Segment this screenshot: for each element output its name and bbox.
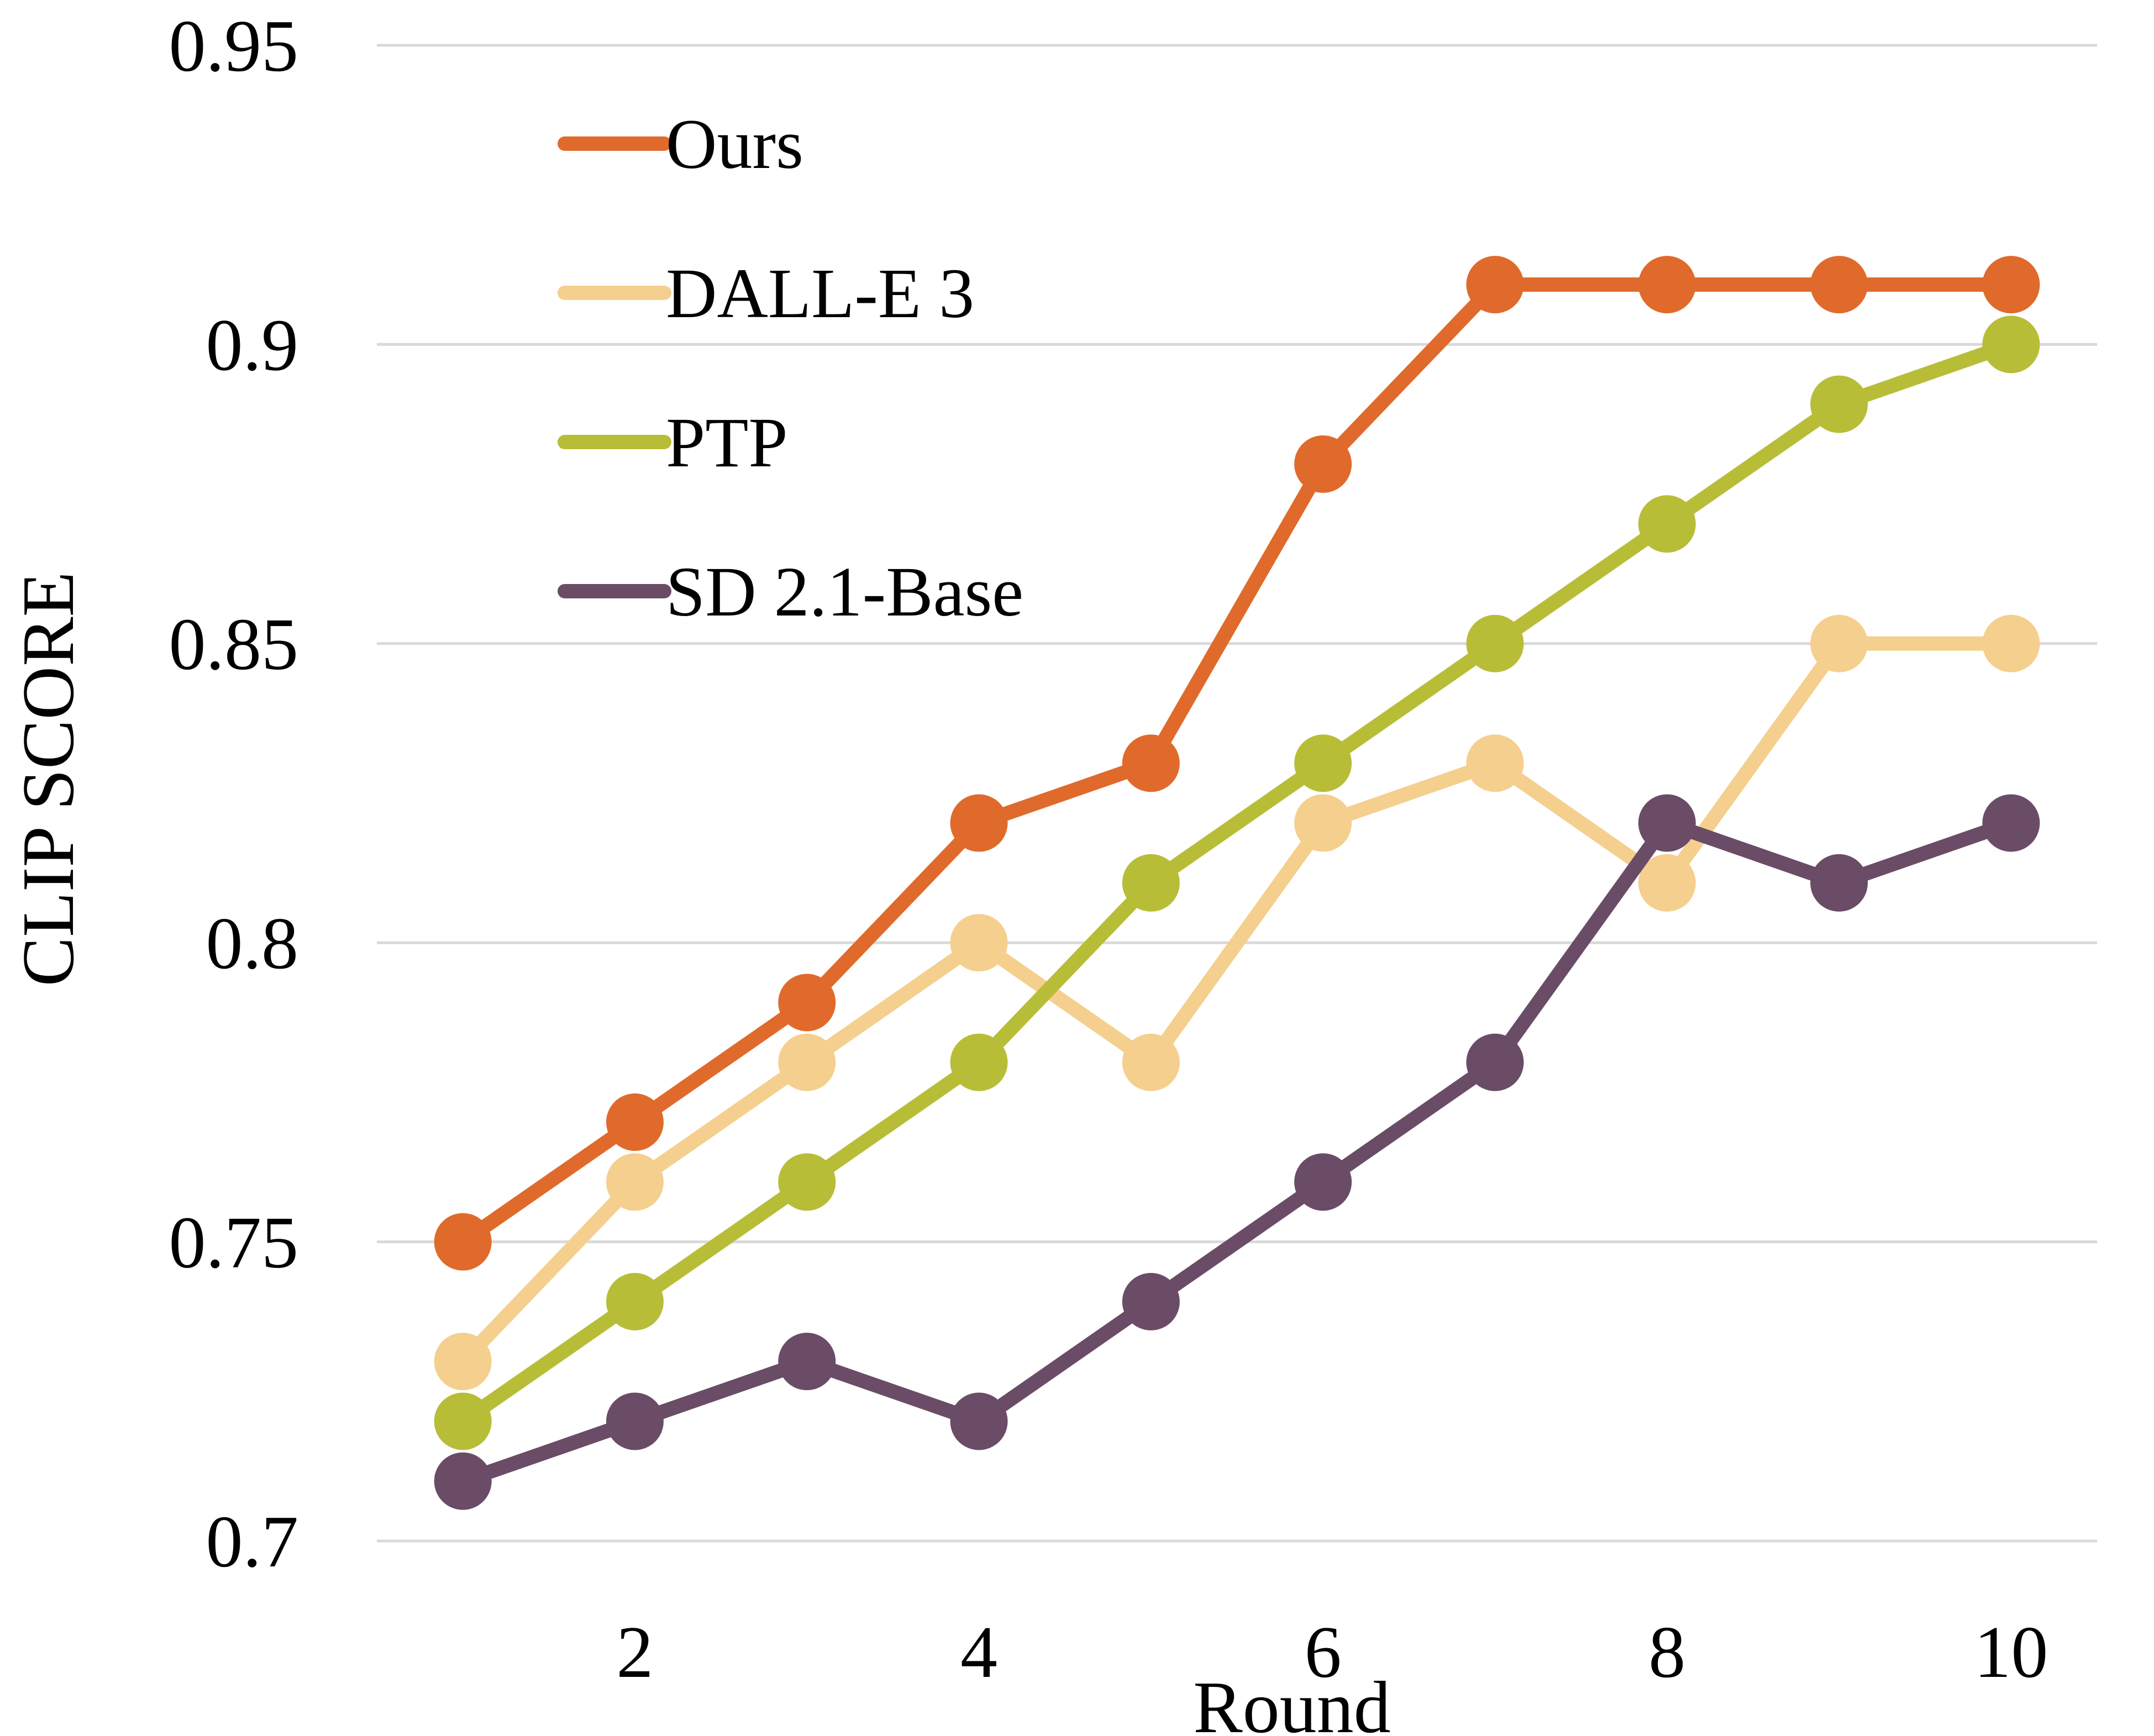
y-tick-label: 0.85 bbox=[169, 603, 299, 685]
data-point bbox=[606, 1153, 664, 1211]
data-point bbox=[434, 1452, 492, 1510]
data-point bbox=[950, 794, 1008, 852]
data-point bbox=[1122, 734, 1180, 792]
series-line bbox=[455, 337, 2019, 1429]
x-tick-label: 2 bbox=[616, 1611, 653, 1693]
series-line bbox=[455, 277, 2019, 1249]
data-point bbox=[778, 1033, 836, 1091]
data-point bbox=[1638, 495, 1696, 553]
x-tick-label: 10 bbox=[1974, 1611, 2048, 1693]
data-point bbox=[606, 1392, 664, 1450]
data-point bbox=[1638, 256, 1696, 314]
legend-label: SD 2.1-Base bbox=[666, 553, 1023, 631]
data-point bbox=[434, 1333, 492, 1391]
data-point bbox=[606, 1272, 664, 1330]
x-tick-label: 6 bbox=[1305, 1611, 1342, 1693]
data-point bbox=[1810, 614, 1868, 672]
data-point bbox=[950, 1392, 1008, 1450]
data-point bbox=[1466, 1033, 1524, 1091]
y-tick-label: 0.8 bbox=[206, 902, 299, 984]
y-tick-label: 0.7 bbox=[206, 1501, 299, 1582]
data-point bbox=[778, 974, 836, 1032]
data-point bbox=[950, 914, 1008, 972]
data-point bbox=[1810, 854, 1868, 912]
data-point bbox=[1466, 614, 1524, 672]
y-axis-ticks: 0.7 0.75 0.8 0.85 0.9 0.95 bbox=[169, 5, 299, 1582]
data-point bbox=[1294, 1153, 1352, 1211]
y-tick-label: 0.95 bbox=[169, 5, 299, 87]
series-0 bbox=[434, 256, 2040, 1271]
data-point bbox=[434, 1213, 492, 1271]
x-axis-title: Round bbox=[1193, 1666, 1390, 1736]
series-3 bbox=[434, 794, 2040, 1510]
data-point bbox=[606, 1093, 664, 1151]
x-tick-label: 8 bbox=[1648, 1611, 1685, 1693]
data-point bbox=[1810, 256, 1868, 314]
series-2 bbox=[434, 315, 2040, 1450]
series-line bbox=[455, 816, 2019, 1488]
legend-label: Ours bbox=[666, 105, 803, 183]
data-point bbox=[1294, 794, 1352, 852]
data-point bbox=[1294, 734, 1352, 792]
data-point bbox=[1294, 435, 1352, 493]
data-point bbox=[1466, 734, 1524, 792]
data-point bbox=[1122, 854, 1180, 912]
series-line bbox=[455, 636, 2019, 1369]
y-axis-title: CLIP SCORE bbox=[7, 572, 89, 987]
data-point bbox=[434, 1392, 492, 1450]
data-point bbox=[1982, 614, 2040, 672]
data-point bbox=[1810, 375, 1868, 433]
data-point bbox=[1122, 1033, 1180, 1091]
data-point bbox=[1466, 256, 1524, 314]
y-tick-label: 0.75 bbox=[169, 1202, 299, 1283]
data-point bbox=[1122, 1272, 1180, 1330]
data-point bbox=[1638, 854, 1696, 912]
legend-label: PTP bbox=[666, 403, 788, 482]
data-point bbox=[778, 1153, 836, 1211]
data-point bbox=[950, 1033, 1008, 1091]
x-tick-label: 4 bbox=[960, 1611, 997, 1693]
data-point bbox=[1638, 794, 1696, 852]
y-tick-label: 0.9 bbox=[206, 304, 299, 386]
legend-label: DALL-E 3 bbox=[666, 254, 974, 333]
legend: Ours DALL-E 3 PTP SD 2.1-Base bbox=[558, 105, 1023, 631]
data-point bbox=[778, 1333, 836, 1391]
data-point bbox=[1982, 794, 2040, 852]
data-point bbox=[1982, 315, 2040, 373]
series-lines bbox=[434, 256, 2040, 1510]
data-point bbox=[1982, 256, 2040, 314]
series-1 bbox=[434, 614, 2040, 1391]
x-axis-ticks: 2 4 6 8 10 bbox=[616, 1611, 2048, 1693]
